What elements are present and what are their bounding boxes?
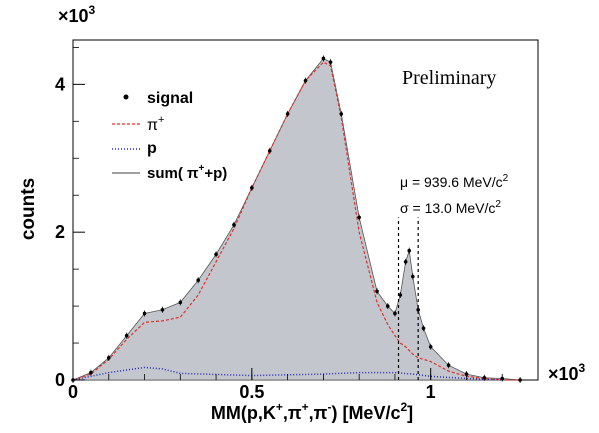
data-point [267, 149, 272, 153]
data-point [232, 222, 236, 227]
signal-point [411, 273, 415, 280]
signal-point [407, 247, 412, 254]
signal-point [285, 110, 290, 117]
signal-point [160, 306, 165, 313]
y-multiplier: ×103 [58, 3, 96, 26]
y-tick-label: 0 [55, 370, 65, 390]
signal-point [518, 377, 522, 383]
data-point [393, 311, 397, 316]
data-point [428, 344, 433, 349]
data-point [375, 289, 379, 294]
data-point [106, 356, 111, 360]
data-point [411, 274, 415, 279]
signal-point [328, 59, 333, 66]
data-point [89, 370, 93, 375]
pi-series [72, 61, 521, 381]
legend-p-label: p [147, 140, 157, 157]
signal-point [303, 77, 308, 84]
legend-sum-label: sum( π++p) [147, 163, 227, 182]
signal-point [178, 299, 183, 306]
signal-point [321, 55, 326, 62]
signal-point [446, 362, 451, 369]
data-point [421, 326, 426, 331]
legend-pi-label: π+ [147, 114, 164, 134]
signal-fill-area [72, 57, 521, 381]
signal-point [375, 288, 379, 295]
data-point [303, 78, 308, 83]
data-point [250, 186, 254, 190]
data-point [214, 252, 218, 257]
signal-point [142, 310, 147, 317]
signal-point [421, 325, 426, 332]
signal-point [124, 332, 129, 339]
sigma-annotation: σ = 13.0 MeV/c2 [400, 199, 501, 216]
data-point [416, 307, 420, 312]
data-point [398, 293, 403, 297]
data-point [407, 248, 412, 253]
signal-point [416, 306, 420, 313]
legend-signal-marker [123, 94, 129, 100]
y-tick-label: 4 [55, 74, 65, 94]
pi-line [72, 61, 521, 381]
axis-ticks: 0 0.5 1 0 2 4 [55, 46, 503, 402]
signal-area [72, 57, 521, 381]
signal-point [106, 354, 111, 361]
data-point [357, 215, 361, 220]
data-point [142, 311, 147, 316]
signal-point [357, 214, 361, 221]
signal-point [250, 184, 254, 191]
data-point [339, 112, 344, 116]
signal-point [267, 147, 272, 154]
data-point [124, 333, 129, 338]
data-point [321, 56, 326, 61]
data-point [518, 378, 522, 382]
data-point [482, 375, 487, 380]
data-point [385, 304, 390, 308]
legend-entry-p: p [112, 140, 157, 157]
y-tick-label: 2 [55, 222, 65, 242]
data-point [403, 259, 408, 264]
signal-point [232, 221, 236, 228]
signal-point [89, 369, 93, 376]
signal-point [482, 374, 487, 381]
data-point [446, 363, 451, 368]
data-point [196, 278, 200, 283]
x-tick-label: 1 [426, 382, 436, 402]
x-tick-label: 0 [68, 382, 78, 402]
signal-point [339, 110, 344, 117]
legend: signal π+ p sum( π++p) [112, 90, 227, 182]
signal-point [398, 292, 403, 298]
mu-annotation: μ = 939.6 MeV/c2 [400, 173, 509, 190]
signal-point [428, 343, 433, 350]
data-point [328, 60, 333, 64]
x-multiplier: ×103 [548, 361, 586, 384]
legend-entry-pi: π+ [112, 114, 164, 134]
data-point [285, 112, 290, 116]
y-axis-label: counts [18, 178, 39, 240]
signal-point [393, 310, 397, 317]
data-point [178, 300, 183, 305]
legend-signal-label: signal [147, 90, 193, 107]
x-axis-label: MM(p,K+,π+,π-) [MeV/c2] [211, 400, 413, 423]
signal-point [385, 303, 390, 310]
data-point [160, 307, 165, 312]
signal-point [403, 258, 408, 265]
preliminary-label: Preliminary [402, 67, 496, 89]
x-tick-label: 0.5 [239, 382, 264, 402]
signal-point [214, 251, 218, 258]
legend-entry-signal: signal [123, 90, 193, 107]
signal-point [196, 277, 200, 284]
signal-points [71, 55, 522, 383]
legend-entry-sum: sum( π++p) [112, 163, 227, 182]
